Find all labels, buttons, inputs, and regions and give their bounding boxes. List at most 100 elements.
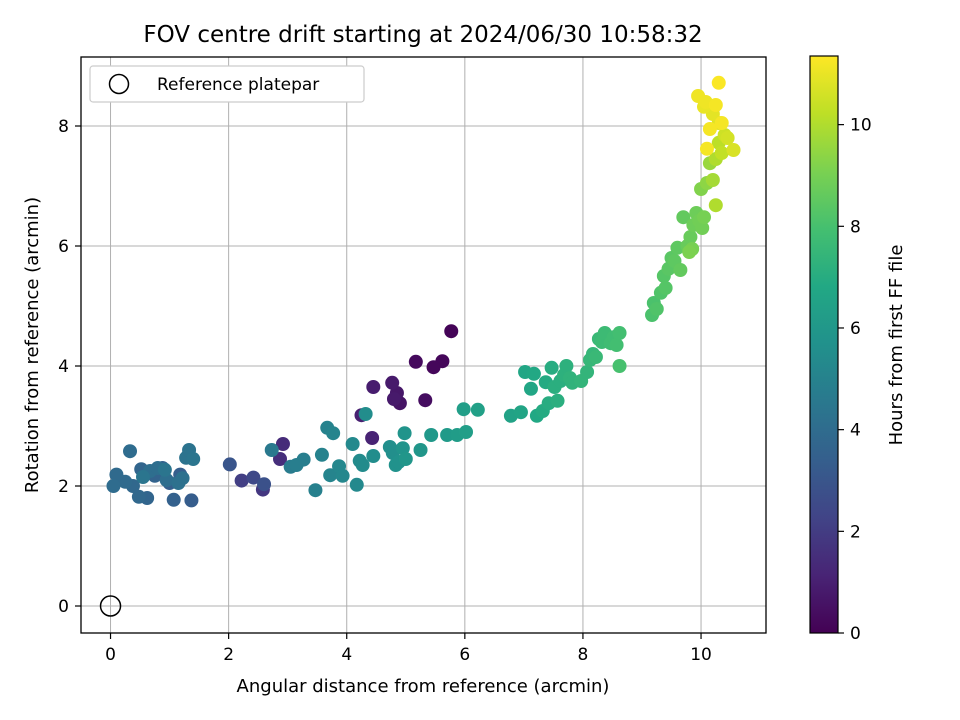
x-axis-ticks: 0 2 4 6 8 10: [105, 633, 712, 665]
data-point: [273, 452, 288, 466]
colorbar-tick-label: 6: [850, 319, 861, 339]
y-tick-label: 4: [58, 357, 69, 377]
data-point: [323, 468, 338, 483]
data-point: [612, 359, 627, 373]
data-point: [349, 477, 364, 492]
data-point: [408, 354, 423, 369]
data-point: [705, 173, 720, 187]
x-tick-label: 8: [578, 645, 589, 665]
data-point: [682, 245, 697, 259]
colorbar-gradient: [809, 55, 839, 634]
data-point: [184, 493, 199, 508]
data-point: [726, 143, 741, 157]
legend-entry-label: Reference platepar: [157, 75, 319, 95]
data-point: [702, 122, 717, 136]
colorbar-tick-label: 10: [850, 116, 872, 136]
y-axis-label: Rotation from reference (arcmin): [22, 197, 43, 493]
data-point: [588, 350, 603, 364]
data-point: [222, 457, 237, 472]
scatter-points: [106, 75, 741, 508]
colorbar-tick-label: 2: [850, 522, 861, 542]
x-tick-label: 0: [105, 645, 116, 665]
data-point: [175, 471, 190, 486]
data-point: [523, 381, 538, 396]
data-point: [696, 210, 711, 225]
data-point: [234, 473, 249, 488]
y-tick-label: 6: [58, 237, 69, 257]
reference-marker: [99, 595, 122, 617]
data-point: [695, 221, 710, 235]
y-tick-label: 2: [58, 477, 69, 497]
data-point: [612, 326, 627, 340]
data-point: [609, 338, 624, 352]
data-point: [386, 392, 401, 406]
data-point: [470, 402, 485, 417]
data-point: [345, 437, 360, 451]
chart-title: FOV centre drift starting at 2024/06/30 …: [143, 22, 702, 48]
plot-frame: [80, 56, 767, 634]
x-tick-label: 6: [459, 645, 470, 665]
x-axis-label: Angular distance from reference (arcmin): [237, 676, 610, 697]
data-point: [131, 489, 146, 504]
data-point: [355, 458, 370, 472]
colorbar-label: Hours from first FF file: [886, 245, 907, 446]
data-point: [257, 477, 272, 492]
data-point: [456, 402, 471, 417]
data-point: [157, 462, 172, 477]
data-point: [714, 116, 729, 130]
data-point: [335, 468, 350, 483]
data-point: [246, 470, 261, 485]
data-point: [559, 359, 574, 373]
data-point: [413, 443, 428, 457]
y-axis-ticks: 0 2 4 6 8: [58, 117, 81, 617]
data-point: [365, 431, 380, 445]
data-point: [385, 375, 400, 390]
legend: Reference platepar: [89, 65, 365, 103]
data-point: [720, 131, 735, 145]
x-tick-label: 4: [341, 645, 352, 665]
grid-lines: [81, 57, 766, 633]
data-point: [366, 449, 381, 463]
reference-platepar-marker: [99, 595, 122, 617]
data-point: [397, 426, 412, 441]
data-point: [513, 405, 528, 420]
legend-ring-icon: [108, 73, 130, 95]
data-point: [649, 302, 664, 316]
colorbar-tick-label: 0: [850, 624, 861, 644]
data-point: [186, 452, 201, 466]
colorbar-tick-label: 8: [850, 217, 861, 237]
data-point: [550, 393, 565, 408]
legend-box: [89, 65, 365, 103]
data-point: [714, 146, 729, 160]
x-tick-label: 2: [223, 645, 234, 665]
y-tick-label: 8: [58, 117, 69, 137]
data-point: [326, 426, 341, 441]
data-point: [440, 428, 455, 442]
colorbar-tick-label: 4: [850, 421, 861, 441]
data-point: [308, 483, 323, 498]
colorbar: 0 2 4 6 8 10 Hours from first FF file: [809, 55, 907, 644]
data-point: [296, 452, 311, 467]
x-tick-label: 10: [690, 645, 712, 665]
data-point: [708, 198, 723, 213]
data-point: [580, 365, 595, 379]
data-point: [166, 492, 181, 507]
data-point: [676, 210, 691, 225]
data-point: [544, 360, 559, 375]
data-point: [123, 444, 138, 459]
data-point: [358, 407, 373, 421]
data-point: [459, 425, 474, 439]
data-point: [395, 441, 410, 456]
data-point: [526, 366, 541, 381]
data-point: [366, 380, 381, 394]
data-point: [275, 437, 290, 451]
data-point: [136, 470, 151, 484]
data-point: [673, 263, 688, 277]
colorbar-ticks: 0 2 4 6 8 10: [838, 116, 872, 644]
y-tick-label: 0: [58, 597, 69, 617]
data-point: [444, 324, 459, 339]
data-point: [109, 467, 124, 482]
data-point: [683, 230, 698, 244]
data-point: [106, 479, 121, 493]
